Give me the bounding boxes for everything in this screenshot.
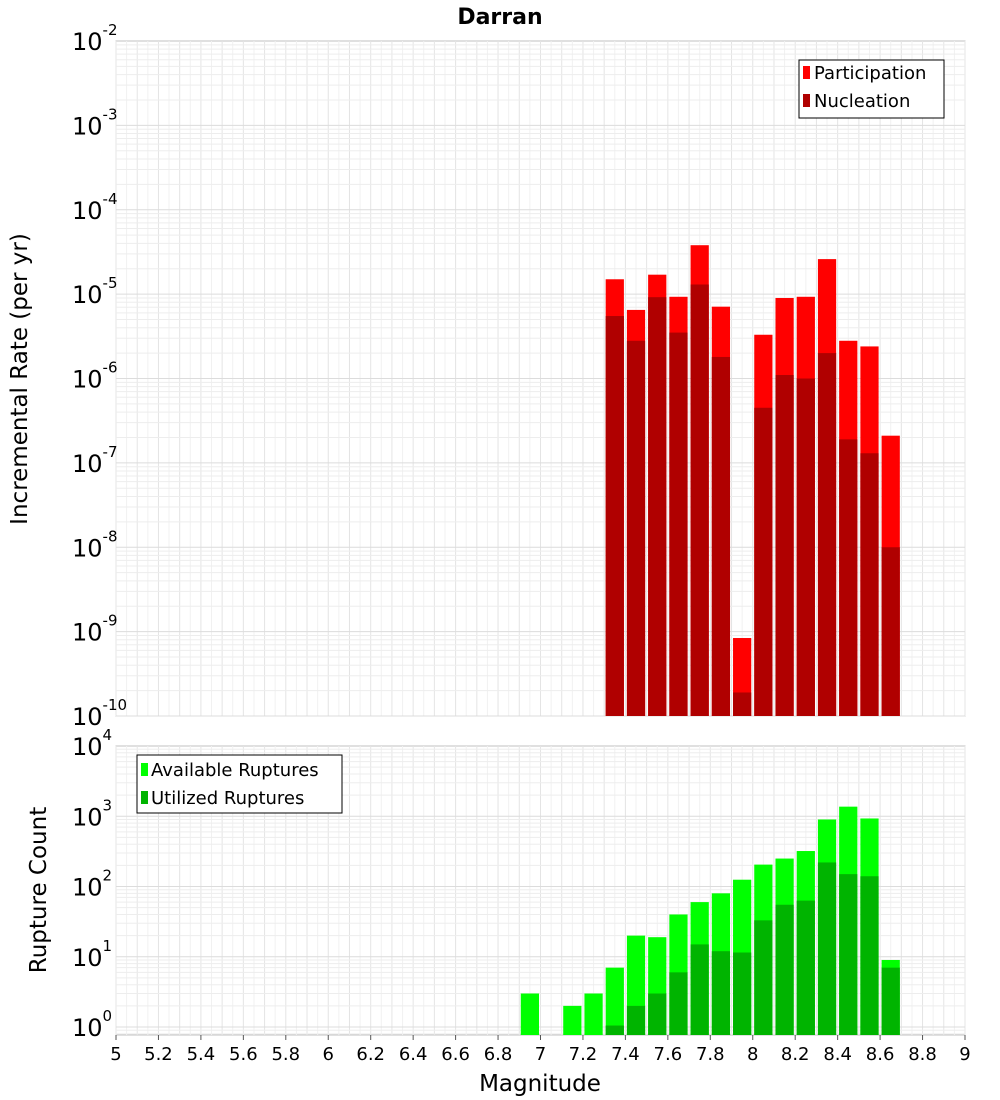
rate-bar-nucleation bbox=[669, 332, 688, 716]
count-y-tick-label: 101 bbox=[72, 937, 112, 972]
x-tick-label: 7.8 bbox=[696, 1044, 725, 1065]
count-bar-utilized-ruptures bbox=[817, 862, 837, 1035]
rate-bar-nucleation bbox=[839, 439, 858, 716]
x-axis-label: Magnitude bbox=[479, 1071, 601, 1097]
x-tick-label: 6.2 bbox=[356, 1044, 385, 1065]
available-legend-swatch bbox=[141, 763, 148, 776]
x-tick-label: 6 bbox=[323, 1044, 334, 1065]
count-bars bbox=[520, 806, 900, 1035]
x-tick-label: 8 bbox=[747, 1044, 758, 1065]
count-bar-utilized-ruptures bbox=[690, 944, 709, 1035]
rate-y-tick-label: 10-3 bbox=[72, 105, 118, 140]
count-legend-box bbox=[136, 754, 343, 814]
nucleation-legend-label: Nucleation bbox=[814, 91, 910, 112]
count-legend: Available Ruptures Utilized Ruptures bbox=[136, 754, 343, 814]
utilized-legend-swatch bbox=[141, 791, 148, 804]
x-tick-label: 5.8 bbox=[271, 1044, 300, 1065]
count-bar-utilized-ruptures bbox=[711, 951, 731, 1035]
rate-y-axis-label: Incremental Rate (per yr) bbox=[7, 233, 33, 525]
rate-bar-nucleation bbox=[881, 547, 900, 716]
available-legend-label: Available Ruptures bbox=[151, 760, 319, 781]
count-y-tick-label: 103 bbox=[72, 796, 112, 831]
x-axis-ticks: 5 5.2 5.4 5.6 5.8 6 6.2 6.4 6.6 6.8 7 7.2 7.4 7.6 7.8 8… bbox=[110, 1035, 971, 1065]
x-tick-label: 8.4 bbox=[823, 1044, 852, 1065]
x-tick-label: 8.2 bbox=[781, 1044, 810, 1065]
x-tick-label: 5 bbox=[110, 1044, 121, 1065]
rate-y-tick-label: 10-5 bbox=[72, 274, 118, 309]
count-y-axis-label: Rupture Count bbox=[26, 807, 52, 973]
x-tick-label: 6.8 bbox=[484, 1044, 513, 1065]
rate-bar-nucleation bbox=[733, 692, 752, 716]
rate-bar-nucleation bbox=[711, 356, 731, 716]
rate-panel: 10-2 10-3 10-4 10-5 10-6 10-7 10-8 10-9 10-10 In… bbox=[7, 21, 966, 731]
rate-grid bbox=[115, 41, 966, 717]
rate-bar-nucleation bbox=[860, 453, 879, 716]
count-y-tick-label: 102 bbox=[72, 867, 112, 902]
rate-y-tick-label: 10-8 bbox=[72, 527, 118, 562]
x-tick-label: 6.4 bbox=[399, 1044, 428, 1065]
count-bar-utilized-ruptures bbox=[626, 1005, 646, 1035]
rate-y-tick-label: 10-9 bbox=[72, 612, 118, 647]
rate-y-tick-label: 10-2 bbox=[72, 21, 118, 56]
nucleation-legend-swatch bbox=[803, 94, 810, 107]
rate-y-tick-label: 10-6 bbox=[72, 359, 118, 394]
rate-legend: Participation Nucleation bbox=[798, 59, 945, 119]
rate-bar-nucleation bbox=[605, 316, 624, 716]
rate-bar-nucleation bbox=[796, 378, 815, 716]
participation-legend-label: Participation bbox=[814, 63, 926, 84]
rate-y-tick-label: 10-7 bbox=[72, 443, 118, 478]
rate-bar-nucleation bbox=[817, 353, 837, 716]
count-bar-utilized-ruptures bbox=[839, 874, 858, 1035]
count-panel: 104 103 102 101 100 Rupture Count Available … bbox=[26, 726, 971, 1097]
count-bar-utilized-ruptures bbox=[796, 900, 815, 1035]
x-tick-label: 5.2 bbox=[144, 1044, 173, 1065]
count-bar-utilized-ruptures bbox=[669, 972, 688, 1035]
utilized-legend-label: Utilized Ruptures bbox=[151, 788, 304, 809]
x-tick-label: 7.6 bbox=[654, 1044, 683, 1065]
chart-title: Darran bbox=[457, 5, 542, 30]
count-bar-available-ruptures bbox=[563, 1005, 582, 1035]
count-bar-utilized-ruptures bbox=[648, 993, 667, 1035]
x-tick-label: 8.6 bbox=[866, 1044, 895, 1065]
rate-y-ticks: 10-2 10-3 10-4 10-5 10-6 10-7 10-8 10-9 10-10 bbox=[72, 21, 127, 731]
x-tick-label: 7 bbox=[535, 1044, 546, 1065]
count-bar-utilized-ruptures bbox=[860, 876, 879, 1035]
count-bar-available-ruptures bbox=[605, 967, 624, 1035]
count-bar-available-ruptures bbox=[520, 993, 539, 1035]
x-tick-label: 5.6 bbox=[229, 1044, 258, 1065]
count-bar-utilized-ruptures bbox=[775, 904, 794, 1035]
x-tick-label: 6.6 bbox=[441, 1044, 470, 1065]
rate-bar-nucleation bbox=[775, 375, 794, 716]
x-tick-label: 9 bbox=[959, 1044, 970, 1065]
rate-bar-nucleation bbox=[648, 297, 667, 716]
rate-legend-box bbox=[798, 59, 945, 119]
count-y-tick-label: 100 bbox=[72, 1007, 112, 1042]
rate-bar-nucleation bbox=[626, 340, 646, 716]
x-tick-label: 8.8 bbox=[908, 1044, 937, 1065]
count-bar-utilized-ruptures bbox=[605, 1025, 624, 1035]
rate-y-tick-label: 10-4 bbox=[72, 190, 118, 225]
rate-bar-nucleation bbox=[754, 407, 773, 716]
count-y-ticks: 104 103 102 101 100 bbox=[72, 726, 112, 1042]
count-bar-available-ruptures bbox=[584, 993, 603, 1035]
count-y-tick-label: 104 bbox=[72, 726, 112, 761]
x-tick-label: 7.4 bbox=[611, 1044, 640, 1065]
rate-bars bbox=[605, 245, 900, 717]
count-bar-utilized-ruptures bbox=[754, 920, 773, 1035]
participation-legend-swatch bbox=[803, 66, 810, 79]
x-tick-label: 7.2 bbox=[569, 1044, 598, 1065]
count-bar-utilized-ruptures bbox=[881, 967, 900, 1035]
rate-y-tick-label: 10-10 bbox=[72, 696, 127, 731]
rate-bar-nucleation bbox=[690, 284, 709, 716]
x-tick-label: 5.4 bbox=[187, 1044, 216, 1065]
count-bar-utilized-ruptures bbox=[733, 952, 752, 1035]
